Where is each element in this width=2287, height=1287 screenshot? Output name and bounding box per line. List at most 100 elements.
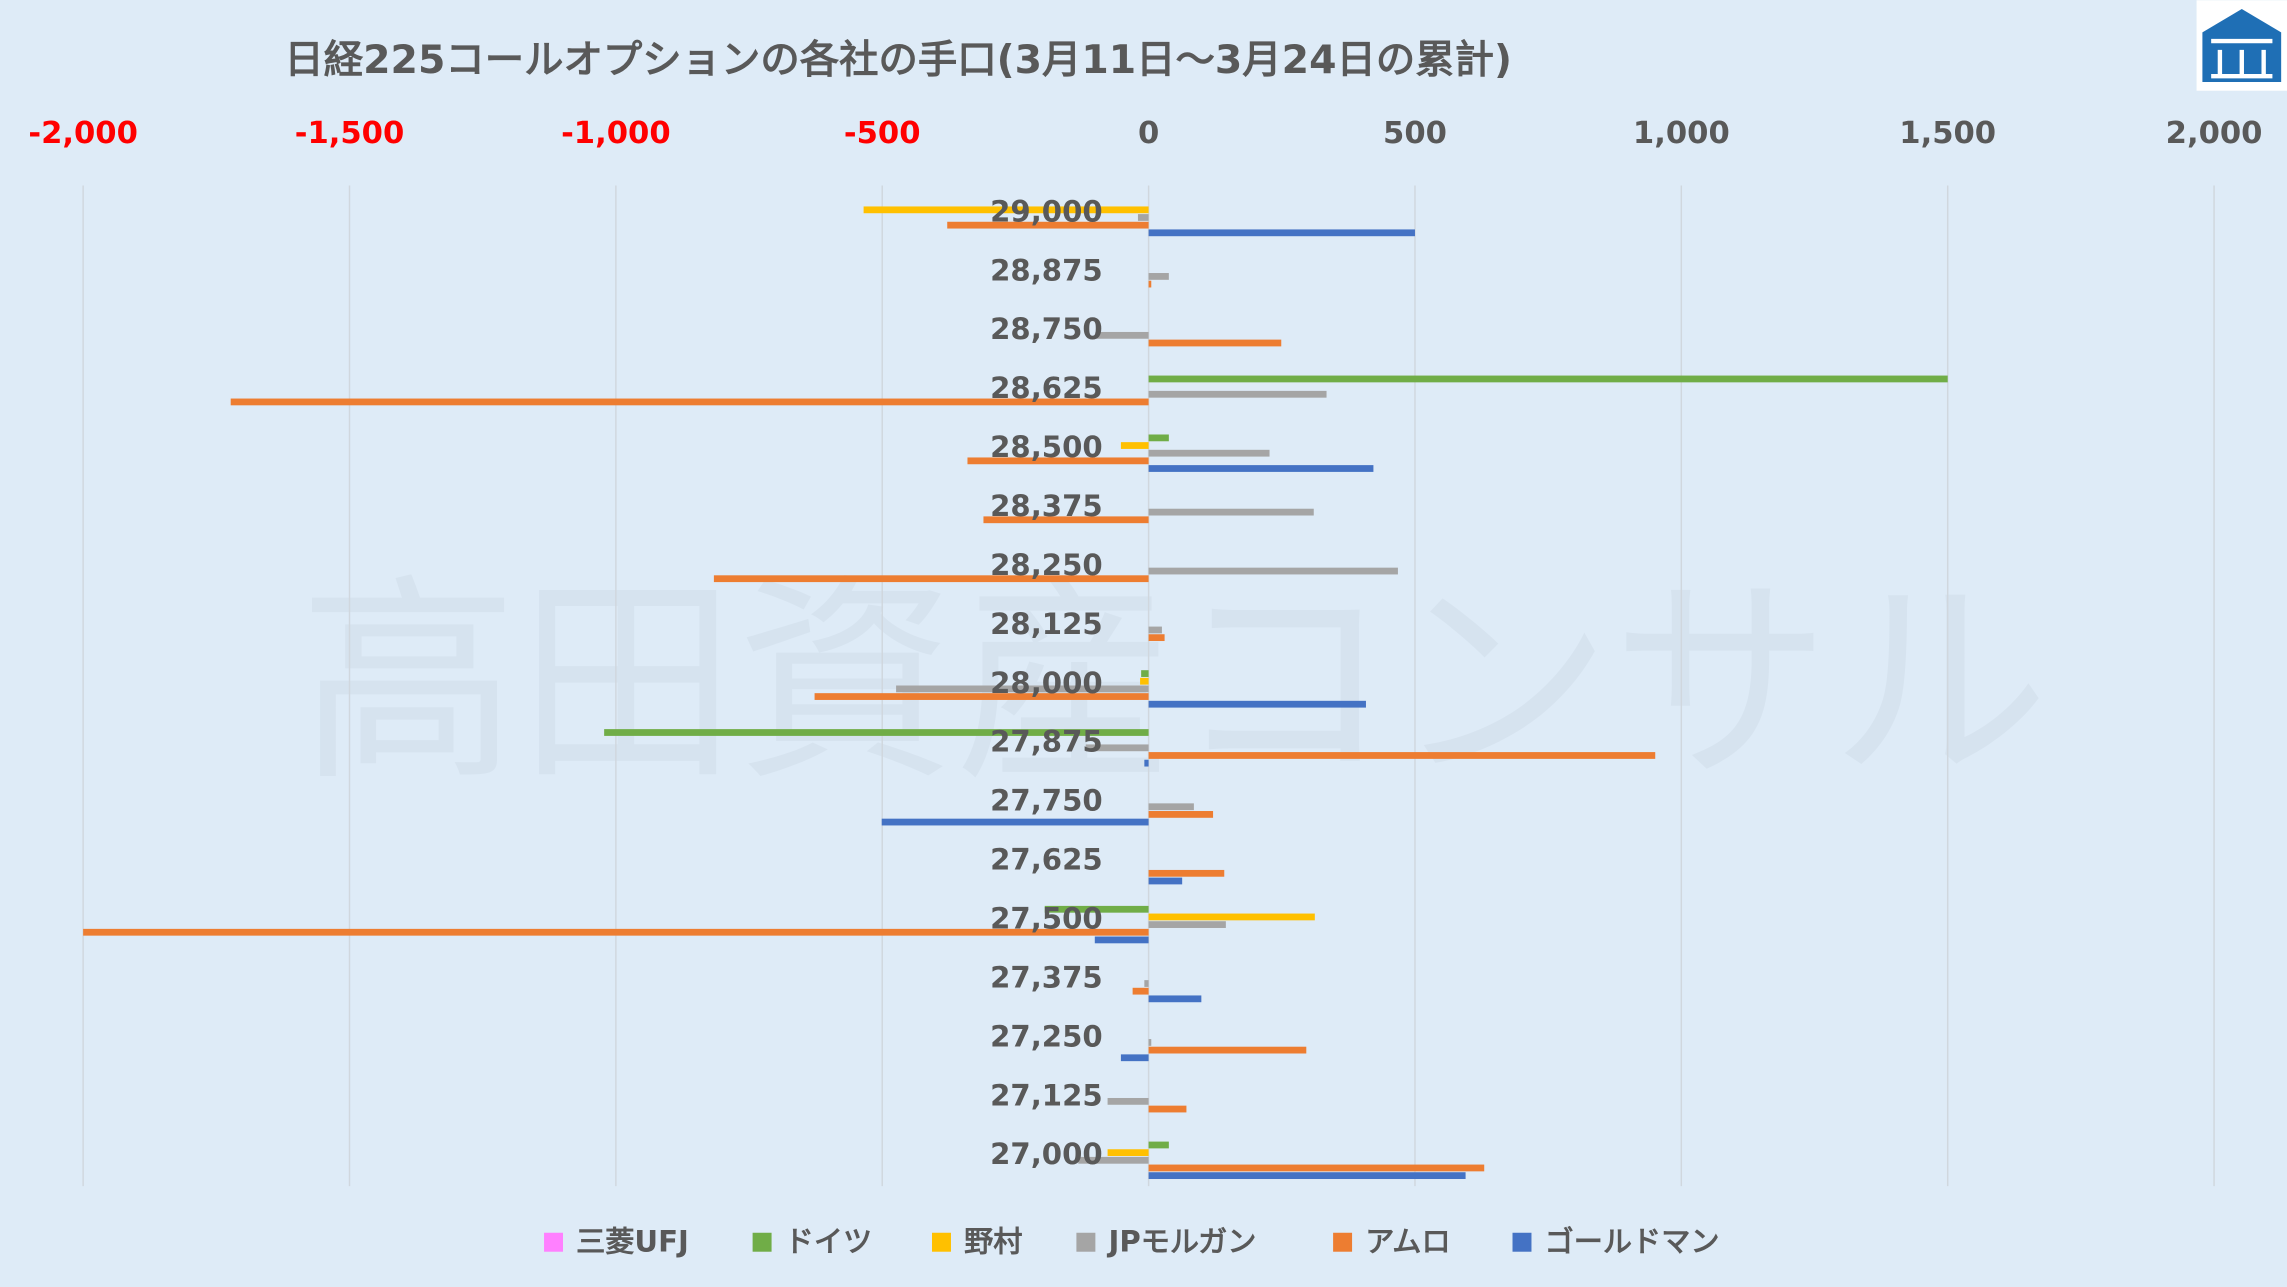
x-tick-label: 2,000 <box>2166 116 2263 151</box>
bar-10-3 <box>1148 803 1194 811</box>
bar-2-4 <box>1148 339 1282 347</box>
bar-4-4 <box>967 457 1149 465</box>
legend-label: JPモルガン <box>1106 1225 1256 1259</box>
bar-14-5 <box>1120 1054 1149 1062</box>
bar-5-3 <box>1148 508 1314 516</box>
legend-label: ドイツ <box>785 1225 872 1259</box>
category-label: 27,500 <box>990 902 1103 936</box>
bar-13-4 <box>1132 987 1149 995</box>
category-label: 28,375 <box>990 489 1103 523</box>
bar-4-1 <box>1148 434 1169 442</box>
bar-7-4 <box>1148 634 1165 642</box>
bar-4-3 <box>1148 449 1270 457</box>
bar-10-4 <box>1148 811 1214 818</box>
category-label: 28,125 <box>990 607 1103 641</box>
legend-swatch <box>932 1232 951 1252</box>
legend-swatch <box>544 1232 563 1252</box>
bar-16-1 <box>1148 1141 1169 1149</box>
bar-9-4 <box>1148 752 1656 759</box>
bar-0-2 <box>863 206 1149 214</box>
legend-swatch <box>1076 1232 1096 1252</box>
bar-10-5 <box>881 818 1149 826</box>
legend-swatch <box>752 1232 772 1252</box>
bar-11-5 <box>1148 877 1183 885</box>
bar-7-3 <box>1148 626 1162 634</box>
bar-9-5 <box>1144 759 1149 767</box>
bar-13-3 <box>1144 980 1149 987</box>
bar-15-3 <box>1107 1097 1149 1105</box>
bar-13-5 <box>1148 995 1202 1003</box>
category-label: 27,875 <box>990 725 1103 759</box>
logo <box>2196 0 2287 91</box>
bar-16-5 <box>1148 1172 1466 1180</box>
bar-0-3 <box>1137 214 1149 221</box>
bar-6-4 <box>713 575 1149 583</box>
x-tick-label: -2,000 <box>28 116 138 151</box>
gridlines <box>82 185 2215 1187</box>
bar-12-4 <box>83 928 1149 936</box>
bar-11-4 <box>1148 869 1225 877</box>
y-axis-categories: 29,000 28,875 28,750 28,625 28,500 28,375 28,2… <box>990 194 1103 1171</box>
category-label: 27,125 <box>990 1078 1103 1112</box>
bar-8-4 <box>814 693 1149 700</box>
category-label: 27,250 <box>990 1019 1103 1053</box>
bar-3-1 <box>1148 375 1948 383</box>
bar-4-2 <box>1120 442 1149 449</box>
bar-12-1 <box>1044 905 1149 913</box>
x-tick-label: 1,500 <box>1899 116 1996 151</box>
bar-15-4 <box>1148 1105 1187 1113</box>
legend: 三菱UFJ ドイツ 野村 JPモルガン アムロ ゴールドマン <box>544 1225 1720 1259</box>
x-tick-label: 1,000 <box>1633 116 1730 151</box>
bar-16-2 <box>1107 1149 1149 1157</box>
x-tick-label: 500 <box>1383 116 1447 151</box>
bar-9-1 <box>604 729 1149 736</box>
legend-label: 野村 <box>964 1225 1022 1259</box>
category-label: 28,500 <box>990 430 1103 464</box>
watermark: 高田資産コンサル <box>299 556 2049 811</box>
bar-3-4 <box>230 398 1149 406</box>
legend-label: アムロ <box>1365 1225 1450 1259</box>
category-label: 28,875 <box>990 253 1103 287</box>
bar-8-3 <box>896 685 1149 693</box>
bar-9-3 <box>1085 744 1149 752</box>
bar-12-5 <box>1094 936 1149 944</box>
bar-5-4 <box>983 516 1149 524</box>
bar-12-3 <box>1148 921 1226 928</box>
category-label: 27,375 <box>990 960 1103 994</box>
legend-swatch <box>1512 1232 1532 1252</box>
x-tick-label: 0 <box>1138 116 1159 151</box>
bar-0-5 <box>1148 229 1415 237</box>
legend-swatch <box>1333 1232 1353 1252</box>
bar-8-5 <box>1148 700 1366 708</box>
bar-6-3 <box>1148 567 1398 575</box>
category-label: 28,000 <box>990 666 1103 700</box>
category-label: 28,625 <box>990 371 1103 405</box>
legend-label: 三菱UFJ <box>576 1225 689 1259</box>
bar-3-3 <box>1148 390 1327 398</box>
bar-1-3 <box>1148 273 1169 280</box>
category-label: 28,250 <box>990 548 1103 582</box>
bar-12-2 <box>1148 913 1315 921</box>
x-axis-ticks: -2,000 -1,500 -1,000 -500 0 500 1,000 1,500 2,00… <box>28 116 2262 151</box>
bar-14-3 <box>1148 1039 1152 1046</box>
bar-16-3 <box>1078 1156 1149 1164</box>
bar-8-2 <box>1140 677 1149 685</box>
bar-1-4 <box>1148 280 1152 288</box>
legend-label: ゴールドマン <box>1545 1225 1720 1259</box>
category-label: 28,750 <box>990 312 1103 346</box>
bar-0-4 <box>947 221 1149 229</box>
bar-14-4 <box>1148 1046 1307 1054</box>
bar-4-5 <box>1148 465 1374 472</box>
chart-title: 日経225コールオプションの各社の手口(3月11日～3月24日の累計) <box>284 37 1512 83</box>
x-tick-label: -1,500 <box>295 116 405 151</box>
category-label: 27,750 <box>990 784 1103 818</box>
bar-2-3 <box>1095 331 1149 339</box>
bars <box>83 206 1948 1180</box>
x-tick-label: -1,000 <box>561 116 671 151</box>
category-label: 27,625 <box>990 843 1103 877</box>
x-tick-label: -500 <box>844 116 921 151</box>
category-label: 27,000 <box>990 1137 1103 1171</box>
category-label: 29,000 <box>990 194 1103 228</box>
bar-16-4 <box>1148 1164 1485 1172</box>
